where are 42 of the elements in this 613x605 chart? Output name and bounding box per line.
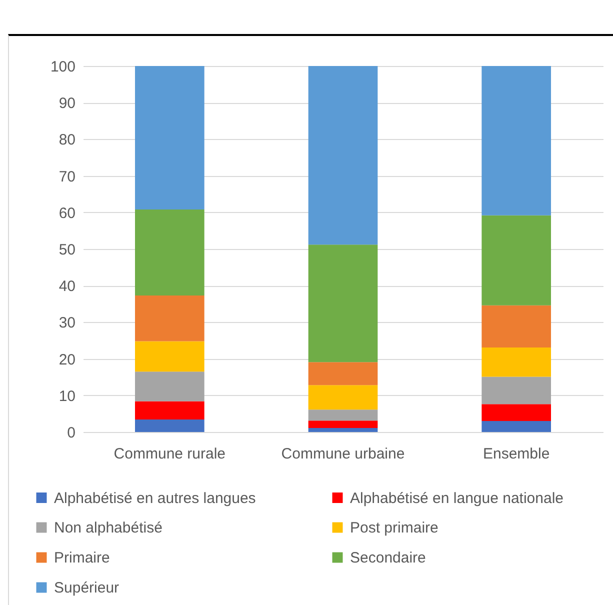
y-tick-label: 100 <box>50 58 76 76</box>
bar <box>135 66 204 210</box>
bar <box>308 385 378 410</box>
bar <box>135 372 204 402</box>
legend-label: Secondaire <box>350 550 426 566</box>
y-tick-label: 40 <box>58 278 76 296</box>
bar <box>308 428 378 432</box>
bar <box>482 305 551 348</box>
y-tick-label: 80 <box>58 132 76 149</box>
legend-label: Non alphabétisé <box>54 520 162 536</box>
bar <box>308 362 378 386</box>
bar <box>308 410 378 421</box>
bar <box>308 420 378 428</box>
x-tick-label: Commune urbaine <box>281 446 405 462</box>
legend-label: Supérieur <box>54 580 120 596</box>
legend-label: Alphabétisé en langue nationale <box>350 490 564 507</box>
x-tick-label: Ensemble <box>482 446 550 462</box>
legend-label: Post primaire <box>350 520 438 536</box>
bar <box>135 295 204 342</box>
bar <box>308 66 378 245</box>
bar <box>135 209 204 296</box>
y-tick-label: 60 <box>58 204 76 222</box>
bar <box>308 244 378 362</box>
bar <box>482 347 551 377</box>
y-tick-label: 70 <box>58 168 76 186</box>
y-tick-label: 10 <box>58 388 76 405</box>
y-tick-label: 50 <box>58 242 76 258</box>
bar <box>482 404 551 422</box>
bar <box>482 215 551 306</box>
y-tick-label: 0 <box>67 424 76 442</box>
y-tick-label: 90 <box>58 95 76 112</box>
bar <box>135 401 204 420</box>
y-tick-label: 20 <box>58 351 76 368</box>
legend-label: Primaire <box>54 550 110 566</box>
bar <box>482 66 551 216</box>
bar <box>135 341 204 372</box>
legend-label: Alphabétisé en autres langues <box>54 490 256 507</box>
x-tick-label: Commune rurale <box>114 446 226 462</box>
y-tick-label: 30 <box>58 314 76 332</box>
bar <box>482 421 551 432</box>
bar <box>482 376 551 404</box>
bar <box>135 420 204 432</box>
